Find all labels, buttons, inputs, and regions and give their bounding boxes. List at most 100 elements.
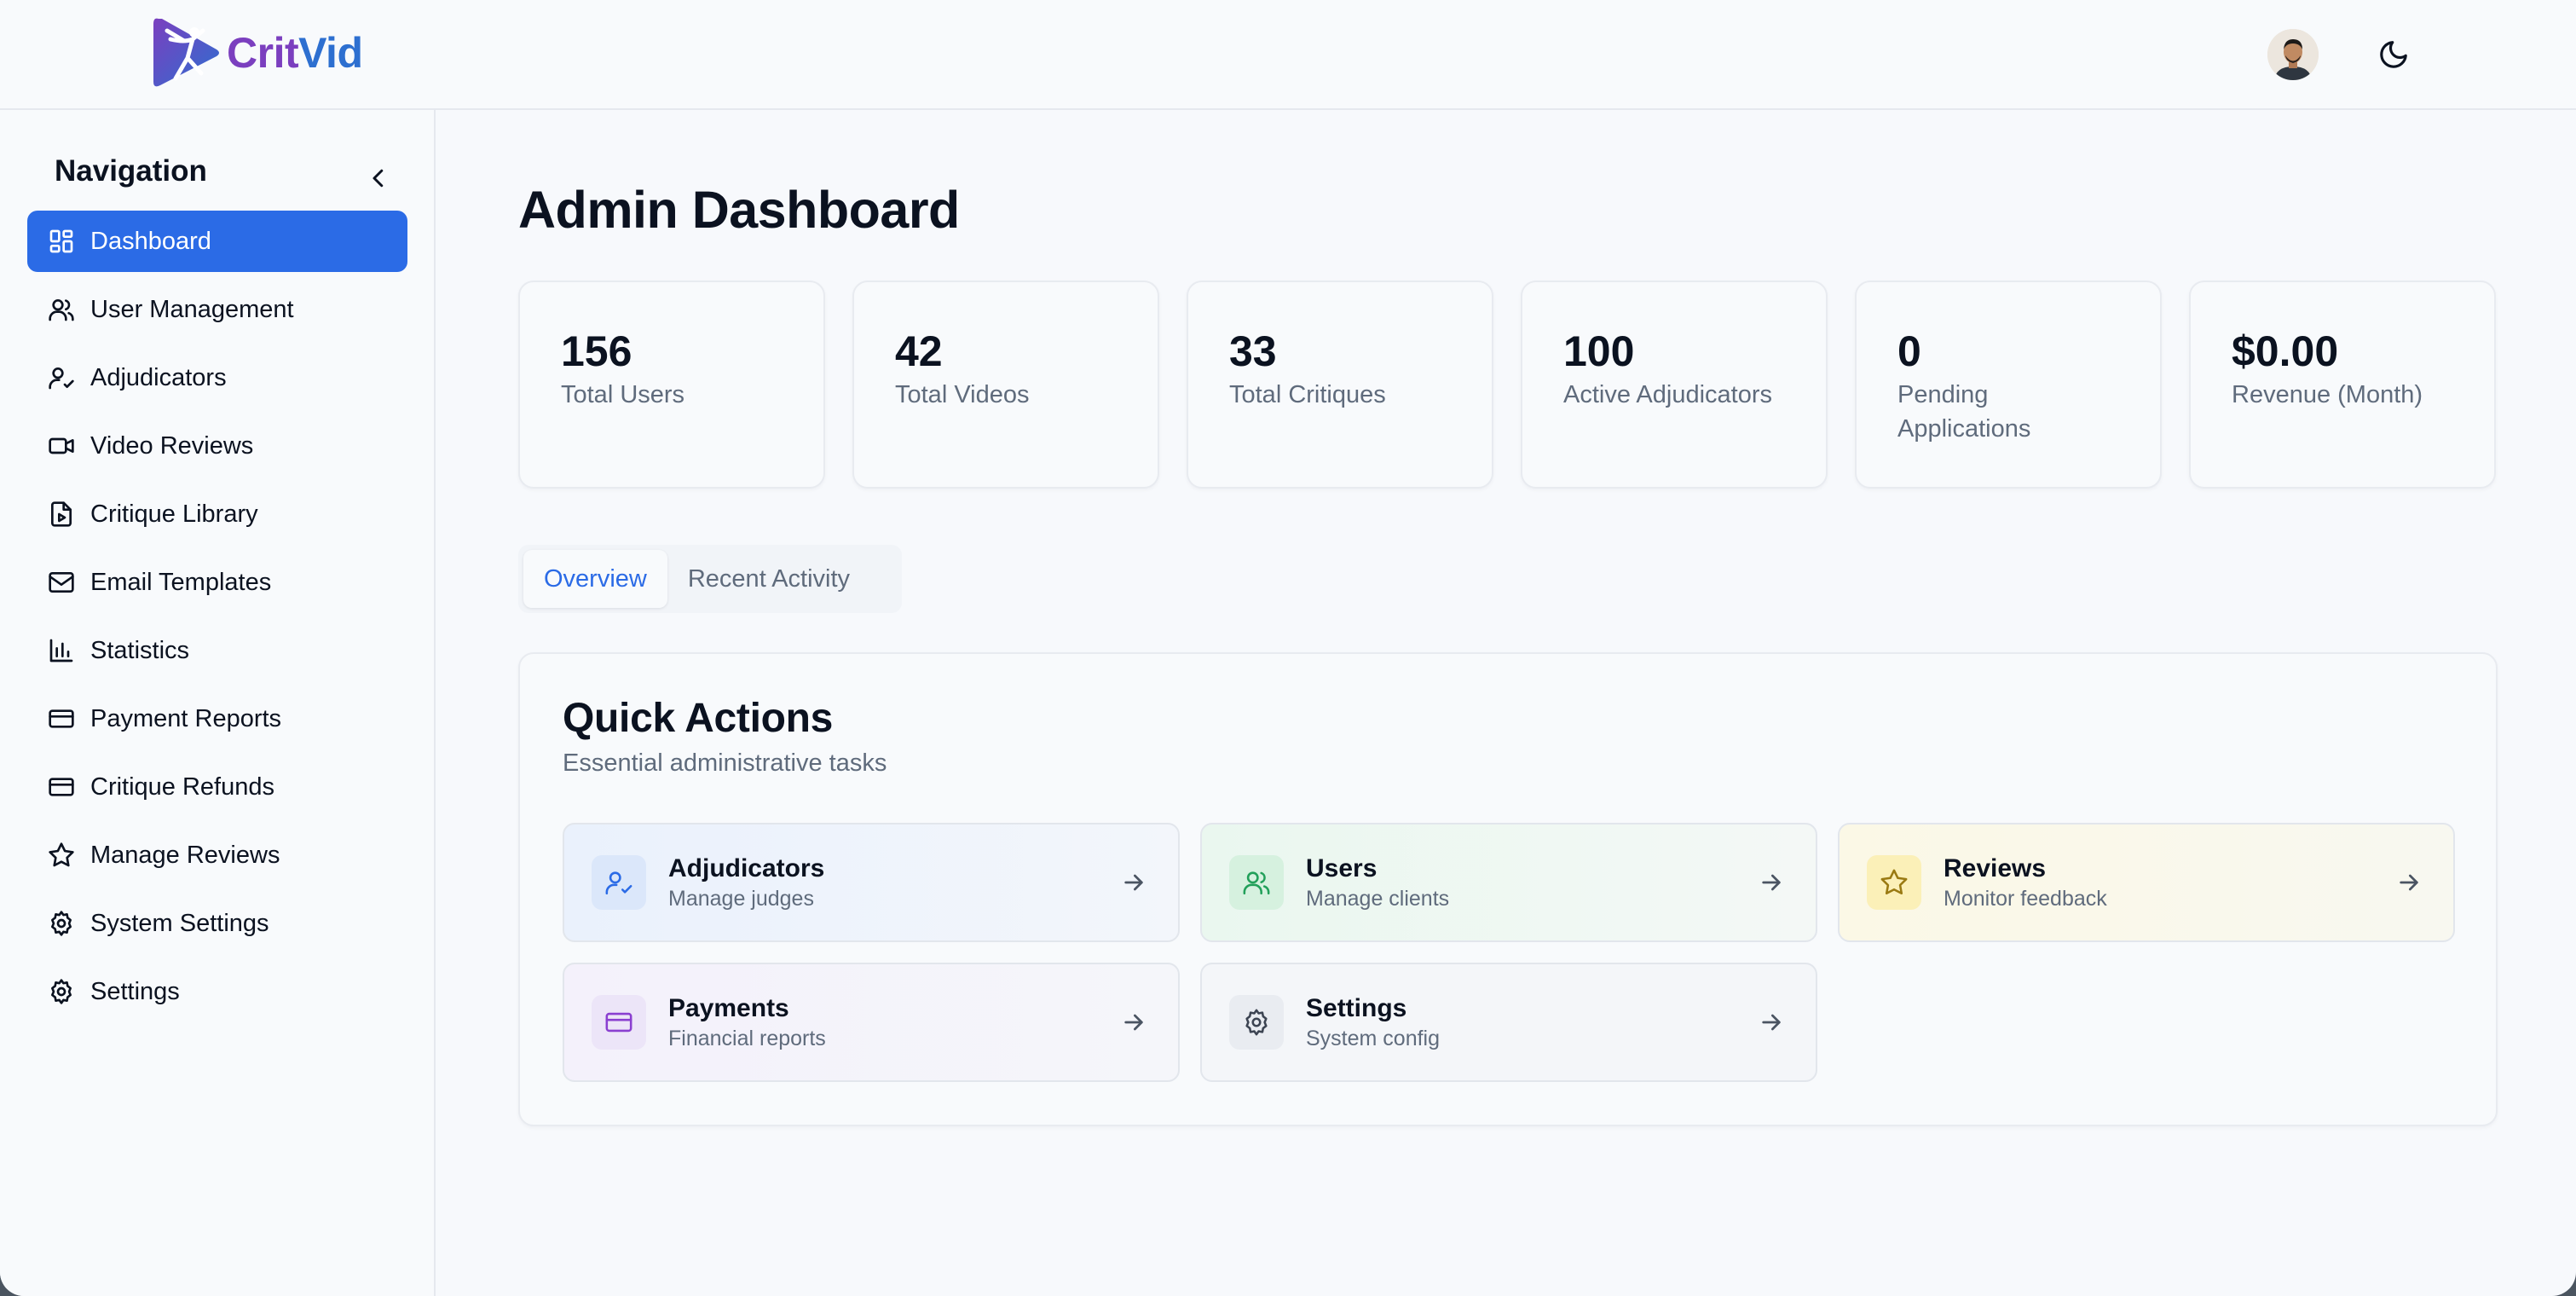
sidebar-item-label: User Management: [90, 295, 294, 323]
quick-action-adjudicators[interactable]: Adjudicators Manage judges: [563, 823, 1180, 942]
quick-action-subtitle: Monitor feedback: [1944, 887, 2107, 911]
sidebar-item-label: System Settings: [90, 909, 269, 937]
tab-recent-activity[interactable]: Recent Activity: [687, 564, 851, 593]
stat-card-total-critiques: 33 Total Critiques: [1187, 281, 1493, 489]
brand-logo[interactable]: CritVid: [150, 14, 363, 92]
quick-action-users[interactable]: Users Manage clients: [1200, 823, 1817, 942]
sidebar-item-system-settings[interactable]: System Settings: [27, 893, 407, 954]
star-icon: [49, 842, 74, 867]
top-bar: CritVid: [0, 0, 2576, 110]
sidebar-item-critique-library[interactable]: Critique Library: [27, 483, 407, 545]
stat-label: Active Adjudicators: [1563, 381, 1773, 408]
sidebar-item-label: Video Reviews: [90, 431, 254, 460]
sidebar-item-label: Manage Reviews: [90, 841, 280, 869]
sidebar-item-label: Adjudicators: [90, 363, 227, 391]
quick-action-title: Users: [1306, 854, 1378, 882]
quick-action-subtitle: Manage clients: [1306, 887, 1450, 911]
quick-action-title: Settings: [1306, 994, 1407, 1022]
sidebar-item-user-management[interactable]: User Management: [27, 279, 407, 340]
chevron-left-icon: [373, 169, 384, 188]
arrow-right-icon: [2400, 874, 2418, 891]
sidebar-item-manage-reviews[interactable]: Manage Reviews: [27, 824, 407, 886]
file-video-icon: [51, 501, 72, 527]
bar-chart-icon: [49, 639, 73, 662]
theme-toggle-button[interactable]: [2368, 29, 2419, 80]
user-avatar[interactable]: [2267, 29, 2319, 80]
sidebar-item-dashboard[interactable]: Dashboard: [27, 211, 407, 272]
sidebar-item-label: Payment Reports: [90, 704, 282, 732]
quick-action-icon-box: [1229, 855, 1284, 910]
star-icon: [1880, 869, 1908, 895]
arrow-right-icon: [1762, 874, 1781, 891]
user-check-icon: [605, 871, 632, 895]
stat-label: Total Videos: [895, 381, 1030, 408]
credit-card-icon: [49, 709, 74, 728]
quick-actions-subtitle: Essential administrative tasks: [563, 749, 887, 777]
stat-card-total-videos: 42 Total Videos: [852, 281, 1159, 489]
sidebar-item-label: Statistics: [90, 636, 190, 664]
avatar-image: [2267, 29, 2319, 80]
sidebar-item-statistics[interactable]: Statistics: [27, 620, 407, 681]
brand-name: CritVid: [227, 28, 363, 78]
sidebar-item-critique-refunds[interactable]: Critique Refunds: [27, 756, 407, 818]
sidebar-item-email-templates[interactable]: Email Templates: [27, 552, 407, 613]
main-content: Admin Dashboard 156 Total Users 42 Total…: [436, 110, 2576, 1296]
sidebar-item-adjudicators[interactable]: Adjudicators: [27, 347, 407, 408]
quick-action-icon-box: [1867, 855, 1921, 910]
stat-card-pending-applications: 0 Pending Applications: [1855, 281, 2162, 489]
quick-action-icon-box: [592, 855, 646, 910]
stat-label: Pending Applications: [1897, 381, 2031, 443]
credit-card-icon: [49, 778, 74, 796]
arrow-right-icon: [1124, 1014, 1143, 1031]
gear-icon: [1245, 1009, 1268, 1036]
stat-label: Total Critiques: [1229, 381, 1386, 408]
sidebar-collapse-button[interactable]: [361, 161, 396, 195]
sidebar-title: Navigation: [55, 154, 207, 188]
video-icon: [49, 437, 74, 454]
quick-action-payments[interactable]: Payments Financial reports: [563, 963, 1180, 1082]
stat-label: Total Users: [561, 381, 685, 408]
stat-value: 100: [1563, 327, 1635, 375]
moon-icon: [2380, 41, 2407, 68]
quick-action-title: Reviews: [1944, 854, 2047, 882]
brand-name-part1: Crit: [227, 29, 299, 77]
critvid-logo-icon: [153, 18, 219, 87]
stat-value: 0: [1897, 327, 1921, 375]
quick-actions-title: Quick Actions: [563, 696, 834, 741]
stat-card-active-adjudicators: 100 Active Adjudicators: [1521, 281, 1828, 489]
users-icon: [1243, 871, 1270, 895]
sidebar: Navigation Dashboard User Management Adj…: [0, 110, 436, 1296]
users-icon: [49, 299, 74, 321]
quick-action-reviews[interactable]: Reviews Monitor feedback: [1838, 823, 2455, 942]
sidebar-item-label: Dashboard: [90, 227, 211, 255]
quick-action-title: Adjudicators: [668, 854, 825, 882]
quick-action-settings[interactable]: Settings System config: [1200, 963, 1817, 1082]
quick-actions-card: Quick Actions Essential administrative t…: [518, 652, 2498, 1126]
sidebar-item-label: Critique Refunds: [90, 772, 274, 801]
sidebar-item-label: Email Templates: [90, 568, 272, 596]
stat-value: 42: [895, 327, 943, 375]
arrow-right-icon: [1762, 1014, 1781, 1031]
gear-icon: [51, 979, 72, 1004]
stat-value: 156: [561, 327, 632, 375]
brand-name-part2: Vid: [298, 29, 363, 77]
tab-overview[interactable]: Overview: [523, 550, 667, 608]
sidebar-item-label: Settings: [90, 977, 180, 1005]
sidebar-item-settings[interactable]: Settings: [27, 961, 407, 1022]
credit-card-icon: [605, 1012, 632, 1033]
quick-action-title: Payments: [668, 994, 789, 1022]
arrow-right-icon: [1124, 874, 1143, 891]
sidebar-nav: Dashboard User Management Adjudicators V…: [27, 211, 407, 1029]
sidebar-item-payment-reports[interactable]: Payment Reports: [27, 688, 407, 749]
page-title: Admin Dashboard: [518, 181, 960, 239]
sidebar-item-label: Critique Library: [90, 500, 258, 528]
stat-card-revenue-month: $0.00 Revenue (Month): [2189, 281, 2496, 489]
gear-icon: [51, 911, 72, 936]
stat-card-total-users: 156 Total Users: [518, 281, 825, 489]
quick-action-icon-box: [592, 995, 646, 1050]
quick-action-subtitle: Manage judges: [668, 887, 814, 911]
mail-icon: [49, 572, 74, 593]
stat-value: $0.00: [2232, 327, 2339, 375]
tab-bar: Overview Recent Activity: [518, 545, 902, 613]
sidebar-item-video-reviews[interactable]: Video Reviews: [27, 415, 407, 477]
